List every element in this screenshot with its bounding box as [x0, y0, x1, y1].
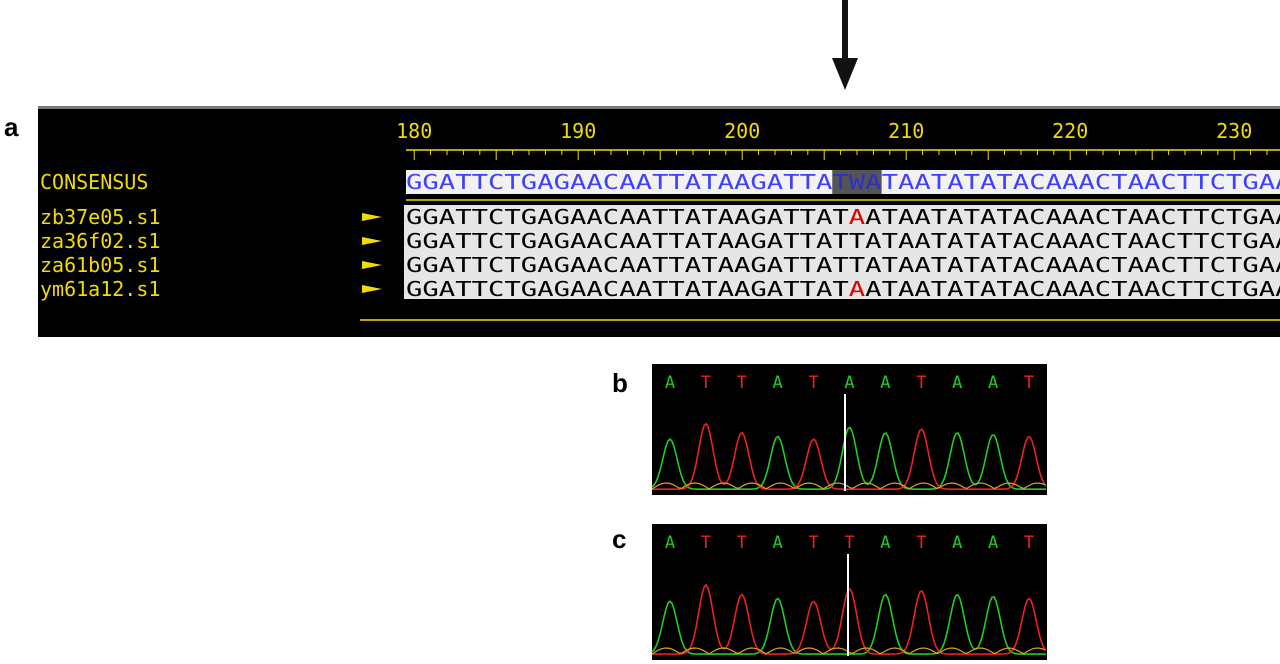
ruler-label: 210 [888, 119, 924, 143]
sequence: ATAATATATACAAACTAACTTCTGAA [865, 253, 1280, 277]
sequence: GGATTCTGAGAACAATTATAAGATTA [406, 170, 832, 194]
panel-label: c [612, 524, 626, 554]
sequence-bg [881, 170, 1280, 194]
sequence: ATAATATATACAAACTAACTTCTGAA [865, 277, 1280, 301]
trace [651, 426, 1046, 490]
ruler-label: 200 [724, 119, 760, 143]
sequence: TAATATATACAAACTAACTTCTGAA [882, 170, 1280, 194]
base-call: A [988, 533, 998, 553]
read-marker [362, 261, 382, 269]
sequence: A [849, 277, 865, 301]
base-call: A [773, 533, 783, 553]
read-marker [362, 285, 382, 293]
base-call: A [773, 373, 783, 393]
base-call: A [880, 533, 890, 553]
sequence: A [849, 205, 865, 229]
base-call: A [988, 373, 998, 393]
sequence-bg [832, 170, 882, 194]
read-name: ym61a12.s1 [40, 277, 160, 301]
reads-bg [404, 205, 1280, 299]
sequence: GGATTCTGAGAACAATTATAAGATTAT [406, 229, 849, 253]
read-marker [362, 237, 382, 245]
arrow-head [832, 58, 858, 90]
base-call: T [737, 373, 747, 393]
base-call: A [844, 373, 854, 393]
base-call: T [808, 533, 818, 553]
read-name: zb37e05.s1 [40, 205, 160, 229]
sequence: TWA [832, 170, 881, 194]
sequence: T [849, 229, 865, 253]
ruler-label: 230 [1216, 119, 1252, 143]
base-call: T [916, 373, 926, 393]
base-call: T [737, 533, 747, 553]
base-call: A [665, 533, 675, 553]
base-call: A [665, 373, 675, 393]
read-marker [362, 213, 382, 221]
base-call: T [701, 373, 711, 393]
sequence: ATAATATATACAAACTAACTTCTGAA [865, 205, 1280, 229]
base-call: A [952, 373, 962, 393]
sequence: GGATTCTGAGAACAATTATAAGATTAT [406, 277, 849, 301]
alignment: 180 190 200 210 220 230 CONSENSUS GGATTCTGAGAAC… [40, 119, 1280, 321]
sequence: ATAATATATACAAACTAACTTCTGAA [865, 229, 1280, 253]
panel-label: a [4, 112, 19, 142]
sequence-bg [406, 170, 833, 194]
base-call: T [916, 533, 926, 553]
base-call: T [701, 533, 711, 553]
base-call: T [844, 533, 854, 553]
ruler-label: 220 [1052, 119, 1088, 143]
base-call: T [808, 373, 818, 393]
trace [651, 482, 1046, 490]
base-call: T [1024, 373, 1034, 393]
base-call: T [1024, 533, 1034, 553]
read-name: za36f02.s1 [40, 229, 160, 253]
sequence: GGATTCTGAGAACAATTATAAGATTAT [406, 253, 849, 277]
base-call: A [952, 533, 962, 553]
read-name: za61b05.s1 [40, 253, 160, 277]
ruler-label: 180 [396, 119, 432, 143]
panel-label: b [612, 368, 628, 398]
trace [652, 422, 1047, 490]
base-call: A [880, 373, 890, 393]
consensus-name: CONSENSUS [40, 170, 148, 194]
window-border [38, 106, 1280, 109]
ruler-label: 190 [560, 119, 596, 143]
sequence: GGATTCTGAGAACAATTATAAGATTAT [406, 205, 849, 229]
sequence: T [849, 253, 865, 277]
